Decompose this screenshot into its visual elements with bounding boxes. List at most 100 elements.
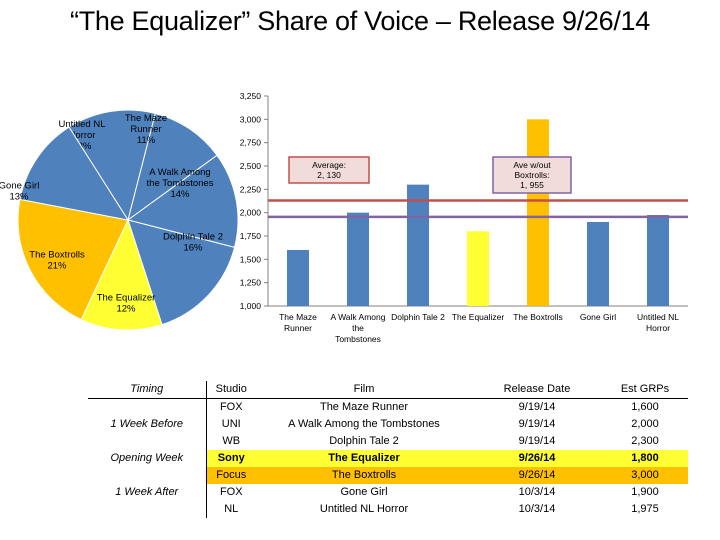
y-tick-label: 1,750 [240,231,262,241]
pie-label-the-equalizer: The Equalizer 12% [97,293,156,315]
film-cell: Untitled NL Horror [319,503,409,515]
grps-cell: 2,000 [631,418,659,430]
timing-cell: 1 Week Before [88,416,207,433]
film-cell: Gone Girl [340,486,388,498]
date-cell: 9/26/14 [472,450,602,467]
pie-label-a-walk-among-the-tombstones: A Walk Among the Tombstones 14% [147,167,214,200]
date-cell: 10/3/14 [518,486,556,498]
slide-title: “The Equalizer” Share of Voice – Release… [70,6,650,36]
x-tick-label-untitled-nl-horror: Untitled NL Horror [637,312,679,333]
film-cell: The Boxtrolls [256,467,472,484]
pie-slice-untitled-nl-horror [68,109,156,222]
date-cell: 9/19/14 [518,435,556,447]
y-tick-label: 2,000 [240,208,262,218]
pie-pct-gone-girl: 13% [9,192,29,203]
reference-box-average [288,156,370,184]
bar-the-equalizer [467,231,489,306]
studio-cell: WB [222,435,241,447]
table-row: 1 Week After FOX Gone Girl 10/3/14 1,900 [88,484,688,501]
film-cell: Dolphin Tale 2 [329,435,399,447]
table-row: Focus The Boxtrolls 9/26/14 3,000 [88,467,688,484]
pie-slice-the-equalizer [80,218,163,331]
reference-label-average: Average: 2, 130 [312,160,346,180]
y-tick-label: 2,250 [240,184,262,194]
date-cell: 9/19/14 [518,401,556,413]
studio-cell: FOX [219,486,243,498]
timing-cell [88,467,207,484]
table-row: FOX The Maze Runner 9/19/14 1,600 [88,398,688,416]
date-cell: 10/3/14 [518,503,556,515]
grps-cell: 3,000 [602,467,688,484]
bar-a-walk-among-the-tombstones [347,212,369,306]
date-cell: 9/26/14 [472,467,602,484]
film-table: Timing Studio Film Release Date Est GRPs… [88,381,688,518]
pie-label-dolphin-tale-2: Dolphin Tale 2 16% [163,232,223,254]
pie-pct-a-walk-among-the-tombstones: 14% [170,189,190,200]
pie-label-the-maze-runner: The Maze Runner 11% [125,113,167,146]
timing-cell: 1 Week After [88,484,207,501]
bar-dolphin-tale-2 [407,184,429,306]
reference-box-average-without-boxtrolls [492,156,572,194]
header-est-grps: Est GRPs [602,381,688,399]
studio-cell: Focus [206,467,256,484]
film-cell: The Maze Runner [319,401,409,413]
header-release-date: Release Date [472,381,602,399]
reference-label-average-without-boxtrolls: Ave w/out Boxtrolls: 1, 955 [513,160,551,190]
pie-pct-the-equalizer: 12% [116,304,136,315]
x-tick-label-the-maze-runner: The Maze Runner [279,312,317,333]
pie-slice-dolphin-tale-2 [127,219,236,326]
table-row: WB Dolphin Tale 2 9/19/14 2,300 [88,433,688,450]
pie-label-untitled-nl-horror: Untitled NL Horror 13% [59,119,106,152]
timing-cell [88,501,207,518]
film-cell: A Walk Among the Tombstones [288,418,440,430]
y-tick-label: 2,500 [240,161,262,171]
pie-pct-the-maze-runner: 11% [137,135,156,146]
x-tick-label-a-walk-among-the-tombstones: A Walk Among the Tombstones [331,312,386,344]
header-studio: Studio [206,381,256,399]
timing-cell [88,433,207,450]
pie-slice-the-maze-runner [127,112,218,222]
header-film: Film [256,381,472,399]
grps-cell: 1,600 [631,401,659,413]
y-tick-label: 3,000 [240,114,262,124]
x-tick-label-the-boxtrolls: The Boxtrolls [513,312,563,322]
table-row: Opening Week Sony The Equalizer 9/26/14 … [88,450,688,467]
pie-pct-the-boxtrolls: 21% [47,261,67,272]
grps-cell: 1,800 [602,450,688,467]
studio-cell: Sony [206,450,256,467]
studio-cell: UNI [221,418,241,430]
table-row: NL Untitled NL Horror 10/3/14 1,975 [88,501,688,518]
y-tick-label: 3,250 [240,91,262,101]
y-tick-label: 2,750 [240,138,262,148]
pie-pct-untitled-nl-horror: 13% [72,141,92,152]
pie-label-the-boxtrolls: The Boxtrolls 21% [29,250,85,272]
header-timing: Timing [88,381,207,399]
timing-cell: Opening Week [88,450,207,467]
date-cell: 9/19/14 [518,418,556,430]
table-row: 1 Week Before UNI A Walk Among the Tombs… [88,416,688,433]
table-header-row: Timing Studio Film Release Date Est GRPs [88,381,688,399]
pie-label-gone-girl: Gone Girl 13% [0,181,39,203]
pie-slice-gone-girl [19,126,130,221]
pie-slice-a-walk-among-the-tombstones [126,154,239,248]
grps-cell: 2,300 [631,435,659,447]
x-tick-label-the-equalizer: The Equalizer [452,312,505,322]
y-tick-label: 1,000 [240,301,262,311]
pie-slice-the-boxtrolls [17,198,129,321]
grps-cell: 1,975 [631,503,659,515]
studio-cell: NL [224,503,239,515]
bar-the-boxtrolls [527,119,549,306]
y-tick-label: 1,250 [240,278,262,288]
x-tick-label-gone-girl: Gone Girl [580,312,616,322]
y-tick-label: 1,500 [240,254,262,264]
bar-untitled-nl-horror [647,215,669,306]
bar-gone-girl [587,222,609,306]
timing-cell [88,398,207,416]
grps-cell: 1,900 [631,486,659,498]
pie-pct-dolphin-tale-2: 16% [183,243,203,254]
x-tick-label-dolphin-tale-2: Dolphin Tale 2 [391,312,445,322]
studio-cell: FOX [219,401,243,413]
film-cell: The Equalizer [256,450,472,467]
bar-the-maze-runner [287,250,309,306]
